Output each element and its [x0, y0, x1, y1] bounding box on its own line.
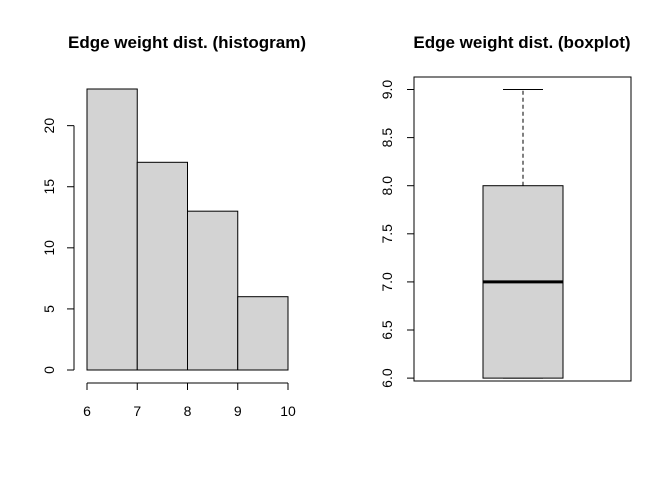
histogram-bar-0	[86, 88, 138, 371]
boxplot-title: Edge weight dist. (boxplot)	[413, 33, 630, 52]
histogram-y-tick-label-2: 10	[41, 240, 57, 256]
boxplot-y-tick-label-2: 7.0	[379, 272, 395, 292]
histogram-y-tick-label-0: 0	[41, 366, 57, 374]
histogram-y-tick-label-1: 5	[41, 305, 57, 313]
histogram-x-axis: 6 7 8 9 10	[83, 382, 296, 419]
histogram-panel: Edge weight dist. (histogram) 6 7 8 9 10 0 5 1…	[41, 33, 306, 419]
boxplot-y-tick-label-5: 8.5	[379, 128, 395, 148]
histogram-title: Edge weight dist. (histogram)	[68, 33, 306, 52]
histogram-x-tick-label-1: 7	[133, 403, 141, 419]
histogram-x-tick-label-0: 6	[83, 403, 91, 419]
histogram-bar-1	[136, 161, 188, 371]
histogram-x-tick-label-4: 10	[280, 403, 296, 419]
boxplot-y-tick-label-6: 9.0	[379, 80, 395, 100]
histogram-y-axis: 0 5 10 15 20	[41, 118, 75, 374]
boxplot-y-tick-label-3: 7.5	[379, 224, 395, 244]
boxplot-y-tick-label-0: 6.0	[379, 368, 395, 388]
histogram-x-tick-label-2: 8	[184, 403, 192, 419]
histogram-x-tick-label-3: 9	[234, 403, 242, 419]
histogram-bar-2	[187, 210, 239, 371]
histogram-y-tick-label-3: 15	[41, 179, 57, 195]
boxplot-y-axis: 6.0 6.5 7.0 7.5 8.0 8.5 9.0	[379, 80, 415, 388]
boxplot-panel: Edge weight dist. (boxplot) 6.0 6.5 7.0 7.5…	[379, 33, 632, 388]
boxplot-y-tick-label-4: 8.0	[379, 176, 395, 196]
boxplot-y-tick-label-1: 6.5	[379, 320, 395, 340]
boxplot-marks	[482, 89, 564, 379]
histogram-y-tick-label-4: 20	[41, 118, 57, 134]
histogram-bar-3	[237, 296, 289, 371]
histogram-bars	[86, 88, 289, 371]
